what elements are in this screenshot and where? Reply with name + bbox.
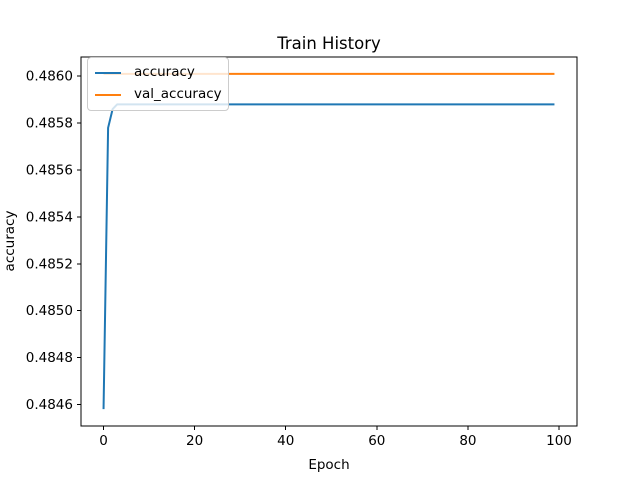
legend-line-swatch-val-accuracy xyxy=(95,94,121,96)
x-tick-label: 0 xyxy=(99,433,108,449)
y-tick-label: 0.4846 xyxy=(26,397,73,413)
y-tick-label: 0.4856 xyxy=(26,162,73,178)
accuracy-line xyxy=(102,103,555,410)
legend-item-accuracy: accuracy xyxy=(95,62,220,84)
y-tick-label: 0.4860 xyxy=(26,69,73,85)
y-tick-label: 0.4848 xyxy=(26,350,73,366)
y-tick-label: 0.4854 xyxy=(26,209,73,225)
x-tick-label: 60 xyxy=(368,433,385,449)
plot-frame xyxy=(80,56,578,427)
x-tick-label: 100 xyxy=(546,433,572,449)
legend-label-val-accuracy: val_accuracy xyxy=(134,86,222,103)
chart-title: Train History xyxy=(276,34,381,53)
legend-item-val-accuracy: val_accuracy xyxy=(95,84,222,106)
legend-line-swatch-accuracy xyxy=(95,72,121,74)
legend-label-accuracy: accuracy xyxy=(134,64,195,81)
x-tick-label: 80 xyxy=(459,433,476,449)
y-tick-label: 0.4852 xyxy=(26,256,73,272)
y-tick-label: 0.4850 xyxy=(26,303,73,319)
x-axis-label: Epoch xyxy=(308,457,349,473)
y-tick-label: 0.4858 xyxy=(26,116,73,132)
y-axis-label: accuracy xyxy=(2,211,18,272)
x-tick-label: 20 xyxy=(186,433,203,449)
legend: accuracy val_accuracy xyxy=(87,57,229,111)
x-tick-label: 40 xyxy=(277,433,294,449)
